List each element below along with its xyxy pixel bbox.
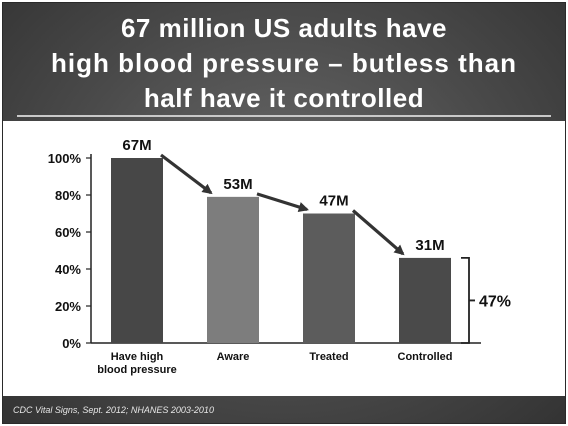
source-citation: CDC Vital Signs, Sept. 2012; NHANES 2003… xyxy=(13,405,214,415)
bracket-percent-label: 47% xyxy=(479,293,511,310)
y-tick-label: 80% xyxy=(55,188,81,203)
title-line-1: 67 million US adults have xyxy=(120,13,448,43)
title-line-2: high blood pressure – butless than xyxy=(51,48,517,78)
y-tick-label: 0% xyxy=(62,336,81,351)
data-label: 47M xyxy=(319,193,348,210)
title-divider xyxy=(17,115,551,117)
category-label: Aware xyxy=(217,351,250,363)
trend-arrow xyxy=(351,209,405,256)
data-label: 67M xyxy=(122,137,151,154)
trend-arrow xyxy=(256,192,309,212)
bar xyxy=(399,257,451,343)
chart-panel: 0% 20% 40% 60% 80% 100% 67M Have high blood pres… xyxy=(3,121,565,396)
controlled-bracket xyxy=(461,257,475,344)
title-line-3: half have it controlled xyxy=(143,83,425,113)
data-label: 53M xyxy=(223,176,252,193)
y-tick-label: 100% xyxy=(48,151,82,166)
y-tick-label: 40% xyxy=(55,262,81,277)
trend-arrow xyxy=(160,153,213,195)
bar xyxy=(111,158,163,343)
bar xyxy=(303,213,355,343)
y-tick-label: 20% xyxy=(55,299,81,314)
y-tick-label: 60% xyxy=(55,225,81,240)
category-label: blood pressure xyxy=(97,364,176,376)
bar xyxy=(207,196,259,343)
category-label: Treated xyxy=(309,351,348,363)
data-label: 31M xyxy=(415,237,444,254)
category-label: Have high xyxy=(111,351,164,363)
category-label: Controlled xyxy=(398,351,453,363)
